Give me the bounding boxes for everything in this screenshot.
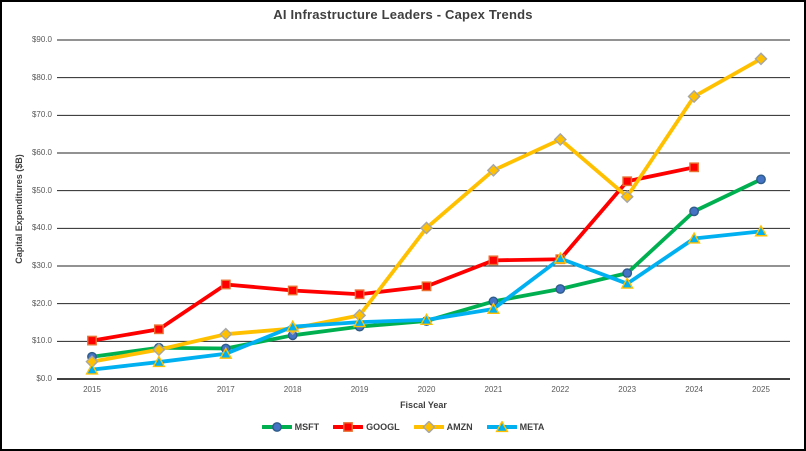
legend-label: GOOGL xyxy=(366,422,400,432)
legend-item-msft: MSFT xyxy=(261,421,320,433)
y-tick-label: $50.0 xyxy=(31,185,52,195)
data-point-marker xyxy=(421,281,432,292)
data-point-marker xyxy=(754,52,768,66)
legend-swatch-icon xyxy=(413,421,444,433)
x-tick-label: 2020 xyxy=(417,385,436,394)
legend-swatch-icon xyxy=(261,422,292,432)
y-tick-label: $30.0 xyxy=(31,261,52,270)
data-point-marker xyxy=(488,255,499,266)
data-point-marker xyxy=(553,251,567,264)
legend-label: AMZN xyxy=(446,422,473,432)
data-point-marker xyxy=(219,346,233,359)
data-point-marker xyxy=(622,176,633,187)
data-point-marker xyxy=(689,162,700,173)
series-line-googl xyxy=(90,165,696,343)
x-tick-label: 2018 xyxy=(283,385,302,394)
x-tick-label: 2019 xyxy=(350,385,369,394)
y-tick-label: $0.0 xyxy=(36,374,52,383)
x-axis-title: Fiscal Year xyxy=(400,400,447,410)
y-tick-label: $10.0 xyxy=(31,336,52,346)
data-point-marker xyxy=(343,422,353,432)
data-point-marker xyxy=(622,268,633,279)
chart-title: AI Infrastructure Leaders - Capex Trends xyxy=(273,7,533,22)
data-point-marker xyxy=(85,362,99,375)
data-point-marker xyxy=(421,421,436,433)
legend-item-amzn: AMZN xyxy=(413,421,473,433)
data-point-marker xyxy=(152,355,166,368)
data-point-marker xyxy=(486,163,500,177)
y-tick-label: $70.0 xyxy=(31,110,52,120)
x-tick-label: 2022 xyxy=(551,385,570,394)
data-point-marker xyxy=(419,221,434,235)
x-tick-label: 2015 xyxy=(83,385,101,394)
data-point-marker xyxy=(620,190,634,204)
legend-label: MSFT xyxy=(294,422,320,432)
legend-label: META xyxy=(519,422,545,432)
x-tick-label: 2021 xyxy=(484,385,503,394)
data-point-marker xyxy=(419,313,434,325)
data-point-marker xyxy=(271,422,282,432)
legend: MSFT GOOGL AMZN META xyxy=(0,421,806,433)
data-point-marker xyxy=(486,302,500,315)
data-point-marker xyxy=(494,421,509,433)
data-point-marker xyxy=(689,206,699,217)
x-tick-label: 2016 xyxy=(149,385,168,394)
series-line-msft xyxy=(90,177,763,359)
y-tick-label: $60.0 xyxy=(31,148,52,157)
legend-item-meta: META xyxy=(486,421,545,433)
data-point-marker xyxy=(87,335,97,346)
x-tick-label: 2017 xyxy=(216,385,235,394)
data-point-marker xyxy=(555,284,566,294)
data-point-marker xyxy=(353,315,367,328)
x-tick-label: 2023 xyxy=(618,385,637,394)
data-point-marker xyxy=(287,285,298,296)
x-tick-label: 2024 xyxy=(685,385,703,394)
y-tick-label: $20.0 xyxy=(31,298,52,308)
data-point-marker xyxy=(354,289,365,300)
data-point-marker xyxy=(153,324,164,335)
data-point-marker xyxy=(756,174,766,185)
legend-swatch-icon xyxy=(333,422,364,432)
y-tick-label: $40.0 xyxy=(31,223,52,233)
x-tick-label: 2025 xyxy=(752,385,770,394)
legend-swatch-icon xyxy=(486,421,517,433)
data-point-marker xyxy=(553,132,567,147)
data-point-marker xyxy=(219,327,233,341)
y-tick-label: $90.0 xyxy=(31,35,52,44)
y-tick-label: $80.0 xyxy=(31,72,52,82)
data-point-marker xyxy=(687,231,701,244)
legend-item-googl: GOOGL xyxy=(333,421,400,433)
data-point-marker xyxy=(220,279,231,290)
data-point-marker xyxy=(754,224,768,237)
data-point-marker xyxy=(286,319,300,332)
data-point-marker xyxy=(620,276,634,289)
data-point-marker xyxy=(687,89,701,104)
